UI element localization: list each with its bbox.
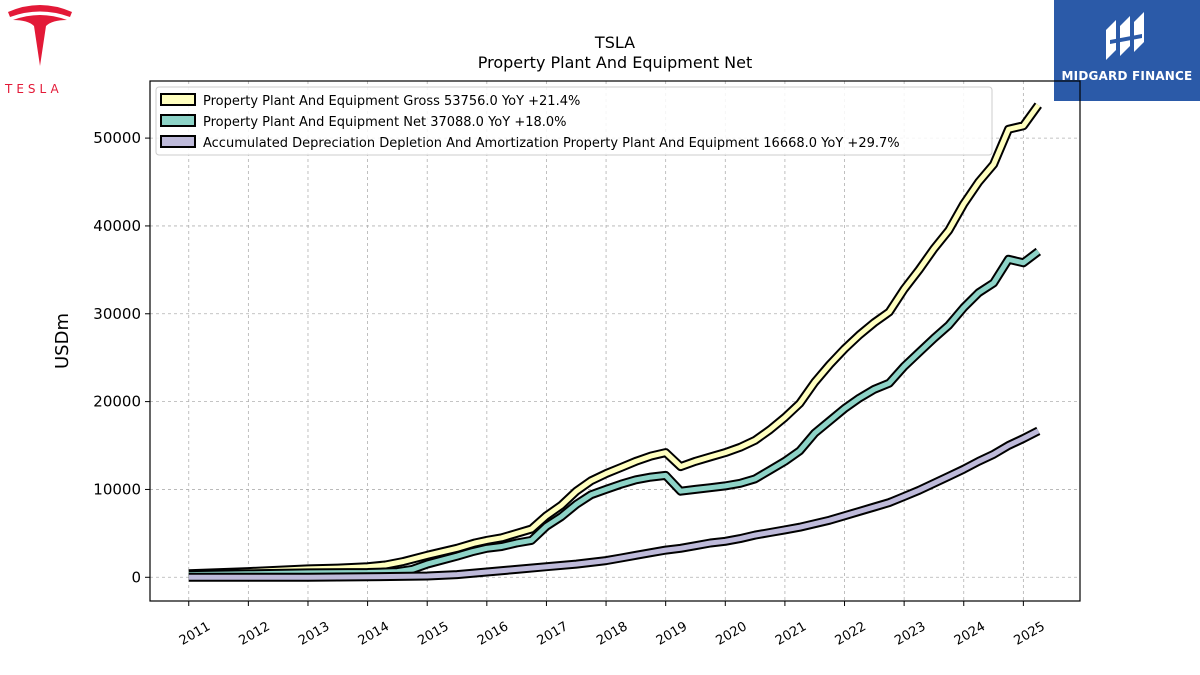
x-tick-label: 2024	[952, 619, 988, 649]
x-axis-ticks: 2011 2012 2013 2014 2015 2016 2017 2018 2019 2020…	[177, 601, 1048, 649]
legend: Property Plant And Equipment Gross 53756…	[155, 86, 993, 156]
legend-swatch-2	[160, 135, 196, 148]
chart-title: TSLA	[594, 33, 635, 52]
tesla-logo: TESLA	[0, 0, 80, 100]
grid	[150, 81, 1080, 601]
x-tick-label: 2021	[773, 619, 809, 649]
x-tick-label: 2018	[594, 619, 630, 649]
x-tick-label: 2023	[892, 619, 928, 649]
x-tick-label: 2013	[296, 619, 332, 649]
x-tick-label: 2022	[833, 619, 869, 649]
y-axis-ticks: 0 10000 20000 30000 40000 50000	[93, 129, 150, 586]
chart-subtitle: Property Plant And Equipment Net	[478, 53, 753, 72]
plot-frame	[149, 80, 1081, 602]
series-outline-0	[188, 102, 1042, 579]
x-tick-label: 2012	[237, 619, 273, 649]
series-line-1	[188, 249, 1040, 578]
x-tick-label: 2017	[535, 619, 571, 649]
series-lines	[188, 102, 1042, 582]
legend-swatch-1	[160, 114, 196, 127]
y-tick-label: 30000	[93, 305, 141, 323]
x-tick-label: 2019	[654, 619, 690, 649]
y-tick-label: 20000	[93, 393, 141, 411]
y-tick-label: 40000	[93, 217, 141, 235]
midgard-emblem-icon	[1106, 12, 1144, 60]
legend-box	[155, 86, 993, 156]
x-tick-label: 2014	[356, 619, 392, 649]
midgard-wordmark: MIDGARD FINANCE	[1061, 69, 1193, 83]
legend-swatch-0	[160, 93, 196, 106]
tesla-wordmark: TESLA	[5, 82, 63, 96]
y-axis-label: USDm	[52, 313, 73, 369]
series-line-0	[188, 103, 1041, 577]
midgard-finance-logo: MIDGARD FINANCE	[1054, 0, 1200, 101]
series-line-2	[188, 428, 1040, 580]
x-tick-label: 2015	[415, 619, 451, 649]
tesla-t-icon	[8, 5, 72, 66]
x-tick-label: 2020	[713, 619, 749, 649]
x-tick-label: 2011	[177, 619, 213, 649]
y-tick-label: 0	[131, 568, 141, 586]
legend-label-0: Property Plant And Equipment Gross 53756…	[203, 94, 580, 109]
y-tick-label: 50000	[93, 129, 141, 147]
legend-label-1: Property Plant And Equipment Net 37088.0…	[203, 115, 567, 130]
y-tick-label: 10000	[93, 480, 141, 498]
series-outline-1	[188, 247, 1042, 580]
x-tick-label: 2025	[1012, 619, 1048, 649]
x-tick-label: 2016	[475, 619, 511, 649]
series-outline-2	[188, 426, 1041, 582]
legend-label-2: Accumulated Depreciation Depletion And A…	[203, 136, 900, 151]
